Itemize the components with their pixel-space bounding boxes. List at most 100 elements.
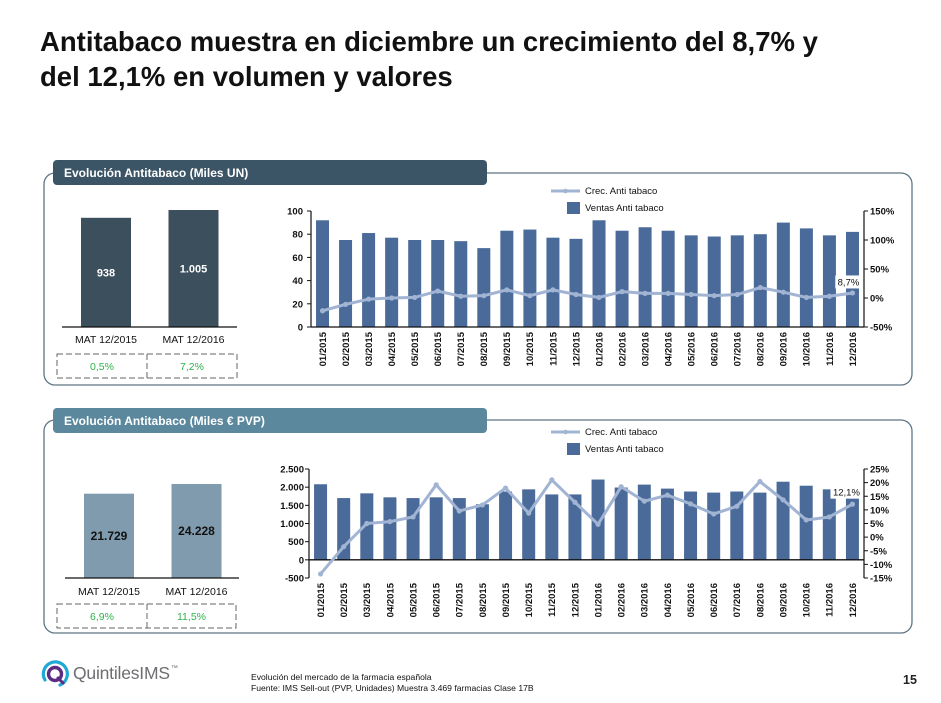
x-tick-label: 02/2015 [339,582,350,617]
growth-point [665,290,671,296]
x-tick-label: 11/2016 [825,332,836,366]
sales-bar [360,493,374,560]
left-axis-tick-label: 0 [298,323,303,334]
sales-bar [753,234,767,327]
sales-bar [429,497,443,560]
sales-bar [799,485,813,560]
growth-point [757,284,763,291]
growth-point [433,482,439,488]
x-tick-label: 08/2015 [478,582,489,617]
left-axis-tick-label: -500 [285,574,304,585]
left-axis-tick-label: 100 [287,207,303,218]
legend-bar-swatch [567,443,580,455]
right-axis-tick-label: 20% [870,478,890,489]
data-label: 8,7% [838,277,860,288]
x-tick-label: 06/2015 [432,582,443,617]
mat-bar [171,484,222,578]
right-axis-tick-label: -5% [870,546,887,557]
legend-label-sales: Ventas Anti tabaco [585,203,664,214]
growth-point [410,514,416,520]
growth-point [826,514,832,520]
x-tick-label: 07/2015 [456,331,467,366]
mat-bar-chart-values: 21.729 MAT 12/2015 24.228 MAT 12/2016 6,9% 11… [56,484,239,629]
growth-point [317,571,324,577]
sales-bar [452,498,466,560]
x-tick-label: 06/2015 [433,331,444,366]
sales-bar [316,220,330,327]
x-tick-label: 10/2015 [525,331,536,366]
sales-bar [500,230,514,327]
growth-point [366,296,372,302]
x-tick-label: 06/2016 [710,332,721,366]
x-tick-label: 02/2016 [617,583,628,617]
sales-bar [776,481,790,560]
panel-title: Evolución Antitabaco (Miles € PVP) [64,414,265,428]
sales-bar [522,489,536,560]
growth-point [364,520,370,527]
growth-point [527,293,533,299]
data-label: 12,1% [833,488,860,499]
growth-label: 0,5% [90,361,114,373]
left-axis-tick-label: 2.000 [280,483,304,494]
legend-label-growth: Crec. Anti tabaco [585,186,657,197]
x-tick-label: 03/2015 [362,582,373,617]
x-tick-label: 03/2016 [640,332,651,366]
sales-bar [431,240,445,327]
sales-bar [707,492,721,560]
growth-point [387,518,393,525]
mat-category-label: MAT 12/2015 [78,586,140,598]
growth-point [456,508,462,514]
sales-bar [730,235,744,327]
left-axis-tick-label: 500 [288,537,304,548]
sales-bar [592,220,606,327]
left-axis-tick-label: 60 [292,253,303,264]
x-tick-label: 12/2016 [848,332,859,366]
left-axis-tick-label: 2.500 [280,465,304,476]
x-tick-label: 12/2015 [571,331,582,366]
sales-bar [408,240,422,327]
mat-bar [84,493,134,578]
growth-point [734,291,740,298]
mat-bar-value-label: 1.005 [180,264,208,276]
panel-title: Evolución Antitabaco (Miles UN) [64,166,248,180]
sales-bar [477,248,491,327]
sales-bar [707,236,721,327]
x-tick-label: 12/2015 [570,582,581,617]
footer-caption: Evolución del mercado de la farmacia esp… [251,672,432,682]
growth-point [734,503,740,509]
x-tick-label: 07/2015 [455,582,466,617]
growth-point [550,287,556,293]
x-tick-label: 01/2015 [318,331,329,366]
mat-bar [81,217,131,327]
growth-point [849,501,856,507]
left-axis-tick-label: 1.500 [280,501,304,512]
page-number: 15 [903,673,917,687]
right-axis-tick-label: 5% [870,519,884,530]
growth-point [687,501,694,507]
x-tick-label: 10/2015 [524,582,535,617]
mat-bar [168,210,219,327]
sales-bar [661,230,675,327]
sales-bar [799,228,813,327]
x-tick-label: 01/2016 [593,583,604,617]
x-tick-label: 05/2016 [686,583,697,617]
x-tick-label: 05/2015 [408,582,419,617]
growth-point [573,291,579,298]
right-axis-tick-label: 10% [870,505,890,516]
right-axis-tick-label: 150% [870,207,895,218]
legend-label-growth: Crec. Anti tabaco [585,427,657,438]
growth-point [618,484,624,490]
x-tick-label: 04/2016 [663,332,674,366]
sales-bar [822,235,836,327]
x-tick-label: 04/2016 [663,583,674,617]
growth-point [595,521,601,527]
mat-bar-chart-units: 938 MAT 12/2015 1.005 MAT 12/2016 0,5% 7,2% [56,210,238,379]
sales-bar [406,498,420,560]
growth-point [504,287,510,293]
growth-point [803,517,809,523]
sales-bar [339,240,353,327]
data-label-background [835,275,862,289]
sales-bar [660,488,674,560]
growth-point [780,497,786,503]
x-tick-label: 08/2016 [755,583,766,617]
